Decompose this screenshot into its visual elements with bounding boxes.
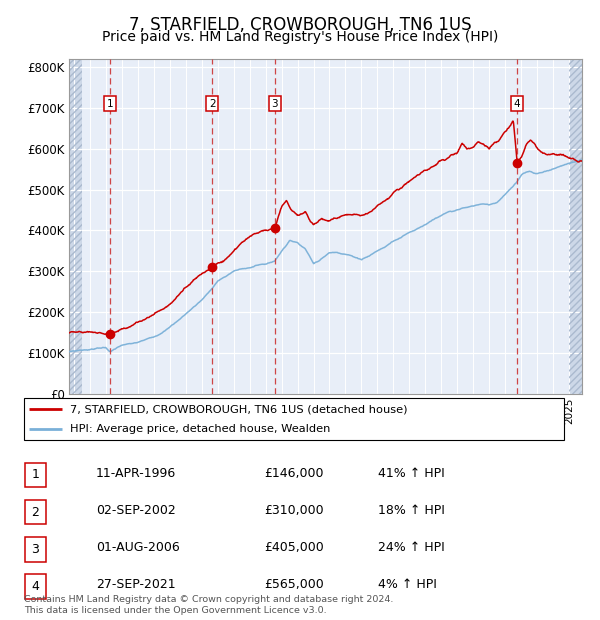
FancyBboxPatch shape bbox=[25, 537, 46, 562]
Text: 7, STARFIELD, CROWBOROUGH, TN6 1US (detached house): 7, STARFIELD, CROWBOROUGH, TN6 1US (deta… bbox=[70, 404, 407, 414]
Text: 1: 1 bbox=[31, 469, 40, 481]
Text: £405,000: £405,000 bbox=[264, 541, 324, 554]
Bar bbox=[69, 59, 82, 394]
Text: Contains HM Land Registry data © Crown copyright and database right 2024.: Contains HM Land Registry data © Crown c… bbox=[24, 595, 394, 604]
Text: 1: 1 bbox=[107, 99, 113, 109]
Text: 27-SEP-2021: 27-SEP-2021 bbox=[96, 578, 176, 591]
Text: £146,000: £146,000 bbox=[264, 467, 323, 479]
Text: 3: 3 bbox=[272, 99, 278, 109]
Text: 18% ↑ HPI: 18% ↑ HPI bbox=[378, 504, 445, 516]
Text: This data is licensed under the Open Government Licence v3.0.: This data is licensed under the Open Gov… bbox=[24, 606, 326, 615]
Text: 11-APR-1996: 11-APR-1996 bbox=[96, 467, 176, 479]
Text: 7, STARFIELD, CROWBOROUGH, TN6 1US: 7, STARFIELD, CROWBOROUGH, TN6 1US bbox=[128, 16, 472, 33]
Bar bbox=[569, 59, 582, 394]
FancyBboxPatch shape bbox=[25, 463, 46, 487]
Text: 24% ↑ HPI: 24% ↑ HPI bbox=[378, 541, 445, 554]
Bar bbox=[569, 59, 582, 394]
Text: 01-AUG-2006: 01-AUG-2006 bbox=[96, 541, 180, 554]
Text: Price paid vs. HM Land Registry's House Price Index (HPI): Price paid vs. HM Land Registry's House … bbox=[102, 30, 498, 44]
FancyBboxPatch shape bbox=[24, 398, 564, 440]
FancyBboxPatch shape bbox=[25, 500, 46, 525]
Text: 41% ↑ HPI: 41% ↑ HPI bbox=[378, 467, 445, 479]
Text: 4: 4 bbox=[514, 99, 520, 109]
FancyBboxPatch shape bbox=[25, 574, 46, 599]
Text: 3: 3 bbox=[31, 543, 40, 556]
Text: £565,000: £565,000 bbox=[264, 578, 324, 591]
Text: 4: 4 bbox=[31, 580, 40, 593]
Text: 2: 2 bbox=[209, 99, 215, 109]
Text: 4% ↑ HPI: 4% ↑ HPI bbox=[378, 578, 437, 591]
Bar bbox=[69, 59, 82, 394]
Text: 2: 2 bbox=[31, 506, 40, 518]
Text: HPI: Average price, detached house, Wealden: HPI: Average price, detached house, Weal… bbox=[70, 424, 330, 434]
Text: £310,000: £310,000 bbox=[264, 504, 323, 516]
Text: 02-SEP-2002: 02-SEP-2002 bbox=[96, 504, 176, 516]
